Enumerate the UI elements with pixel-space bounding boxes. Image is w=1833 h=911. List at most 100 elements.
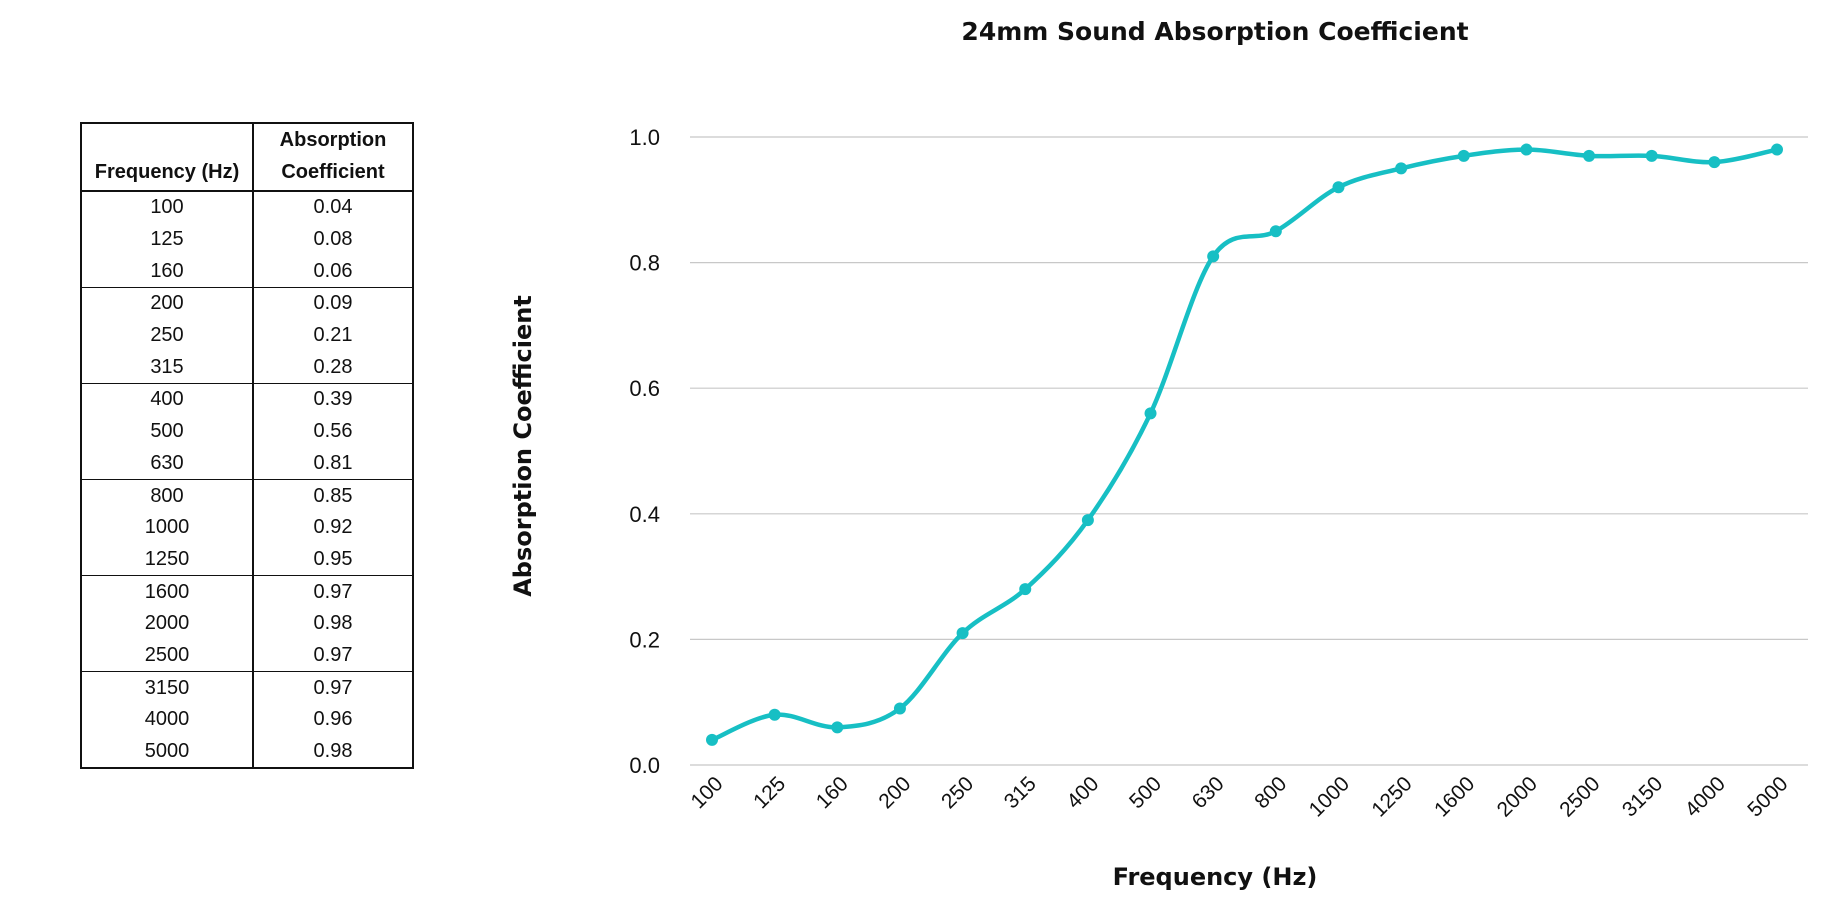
- cell-frequency: 250: [81, 319, 254, 352]
- header-absorption-coefficient: Absorption Coefficient: [253, 123, 413, 192]
- cell-frequency: 2500: [81, 639, 254, 673]
- x-tick-label: 200: [874, 772, 915, 813]
- data-point: [1395, 162, 1408, 175]
- x-axis-title: Frequency (Hz): [1113, 863, 1318, 891]
- data-point: [1144, 407, 1157, 420]
- cell-absorption: 0.81: [253, 447, 413, 481]
- y-tick-label: 0.2: [629, 627, 660, 652]
- x-tick-label: 800: [1250, 772, 1291, 813]
- cell-frequency: 200: [81, 287, 254, 320]
- table-row: 500 0.56: [81, 415, 413, 448]
- series-points: [706, 143, 1783, 746]
- cell-frequency: 400: [81, 383, 254, 416]
- y-tick-label: 0.8: [629, 251, 660, 276]
- cell-absorption: 0.98: [313, 740, 353, 763]
- x-tick-label: 1600: [1430, 772, 1479, 821]
- cell-frequency: 3150: [81, 671, 254, 704]
- data-point: [1520, 143, 1533, 156]
- cell-absorption: 0.56: [313, 420, 353, 443]
- y-tick-label: 1.0: [629, 125, 660, 150]
- data-table-container: Frequency (Hz) Absorption Coefficient 10…: [80, 122, 414, 770]
- chart-gridlines: [690, 136, 1808, 766]
- table-row: 125 0.08: [81, 223, 413, 256]
- cell-frequency: 1600: [81, 575, 254, 608]
- x-tick-label: 4000: [1681, 772, 1730, 821]
- table-row: 1250 0.95: [81, 543, 413, 577]
- cell-absorption: 0.95: [253, 543, 413, 577]
- x-tick-label: 2500: [1555, 772, 1604, 821]
- x-tick-label: 5000: [1743, 772, 1792, 821]
- table-row: 800 0.85: [81, 479, 413, 512]
- cell-absorption: 0.96: [313, 708, 353, 731]
- data-point: [1457, 149, 1470, 162]
- x-tick-label: 1000: [1305, 772, 1354, 821]
- x-tick-label: 400: [1062, 772, 1103, 813]
- cell-frequency: 1250: [81, 543, 254, 577]
- cell-absorption: 0.92: [313, 516, 353, 539]
- cell-absorption: 0.97: [253, 639, 413, 673]
- data-point: [1771, 143, 1783, 156]
- chart-title: 24mm Sound Absorption Coefficient: [961, 17, 1468, 46]
- table-row: 5000 0.98: [81, 735, 413, 769]
- header-absorption-line2: Coefficient: [281, 161, 385, 183]
- cell-absorption: 0.39: [313, 388, 353, 411]
- table-row: 2500 0.97: [81, 639, 413, 673]
- table-row: 4000 0.96: [81, 704, 413, 736]
- table-header-row: Frequency (Hz) Absorption Coefficient: [81, 123, 413, 192]
- table-row: 1600 0.97: [81, 575, 413, 608]
- cell-absorption: 0.85: [313, 484, 353, 507]
- data-point: [1019, 583, 1032, 596]
- table-row: 100 0.04: [81, 191, 413, 224]
- data-point: [768, 708, 781, 721]
- cell-absorption: 0.97: [313, 580, 353, 603]
- y-axis-ticks: 0.0 0.2 0.4 0.6 0.8 1.0: [629, 125, 660, 778]
- header-frequency: Frequency (Hz): [81, 123, 254, 192]
- cell-absorption: 0.04: [313, 196, 353, 219]
- table-row: 160 0.06: [81, 255, 413, 289]
- x-tick-label: 3150: [1618, 772, 1667, 821]
- x-tick-label: 1250: [1367, 772, 1416, 821]
- series-line: [709, 147, 1780, 743]
- cell-absorption: 0.09: [313, 292, 353, 315]
- y-axis-title: Absorption Coefficient: [509, 295, 537, 597]
- cell-absorption: 0.06: [253, 255, 413, 289]
- cell-frequency: 125: [81, 223, 254, 256]
- x-tick-label: 125: [749, 772, 790, 813]
- x-tick-label: 500: [1125, 772, 1166, 813]
- x-tick-label: 2000: [1493, 772, 1542, 821]
- frequency-absorption-table: Frequency (Hz) Absorption Coefficient 10…: [80, 122, 414, 770]
- data-point: [831, 721, 844, 734]
- data-point: [1645, 149, 1658, 162]
- y-tick-label: 0.6: [629, 376, 660, 401]
- cell-absorption: 0.21: [313, 324, 353, 347]
- cell-frequency: 4000: [81, 704, 254, 736]
- data-point: [1269, 225, 1282, 238]
- cell-absorption: 0.98: [313, 612, 353, 635]
- cell-frequency: 100: [81, 191, 254, 224]
- data-point: [956, 627, 969, 640]
- x-tick-label: 250: [937, 772, 978, 813]
- data-point: [893, 702, 906, 715]
- x-tick-label: 315: [1000, 772, 1041, 813]
- cell-frequency: 160: [81, 255, 254, 289]
- data-point: [1081, 514, 1094, 527]
- table-row: 1000 0.92: [81, 511, 413, 544]
- x-axis-ticks: 100 125 160 200 250 315 400 500 630 800 1000 1250 16…: [686, 772, 1792, 821]
- y-tick-label: 0.4: [629, 502, 660, 527]
- cell-frequency: 630: [81, 447, 254, 481]
- cell-absorption: 0.97: [313, 676, 353, 699]
- data-point: [706, 733, 718, 746]
- cell-frequency: 5000: [81, 735, 254, 769]
- x-tick-label: 160: [812, 772, 853, 813]
- data-point: [1207, 250, 1220, 263]
- data-point: [1332, 181, 1345, 194]
- table-row: 630 0.81: [81, 447, 413, 481]
- cell-frequency: 500: [81, 415, 254, 448]
- data-point: [1583, 149, 1596, 162]
- x-tick-label: 100: [686, 772, 727, 813]
- table-body: 100 0.04 125 0.08 160 0.06 200 0.09 250 0.21 315 0.…: [81, 191, 413, 769]
- table-row: 400 0.39: [81, 383, 413, 416]
- cell-absorption: 0.08: [313, 228, 353, 251]
- data-point: [1708, 156, 1721, 169]
